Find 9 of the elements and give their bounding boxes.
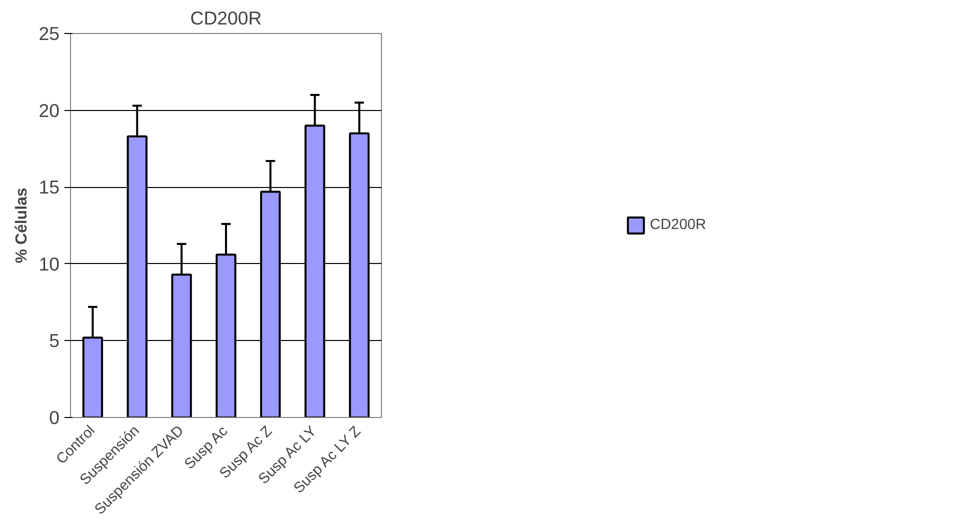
y-tick-label: 10	[38, 253, 60, 274]
y-tick-label: 5	[49, 330, 60, 352]
y-axis-title: % Células	[14, 188, 31, 264]
y-tick-label: 25	[38, 23, 60, 44]
y-tick-label: 15	[38, 176, 60, 198]
chart-title: CD200R	[190, 8, 262, 28]
legend-label: CD200R	[650, 217, 706, 233]
y-tick-label: 0	[49, 407, 60, 428]
y-tick-label: 20	[38, 100, 60, 121]
